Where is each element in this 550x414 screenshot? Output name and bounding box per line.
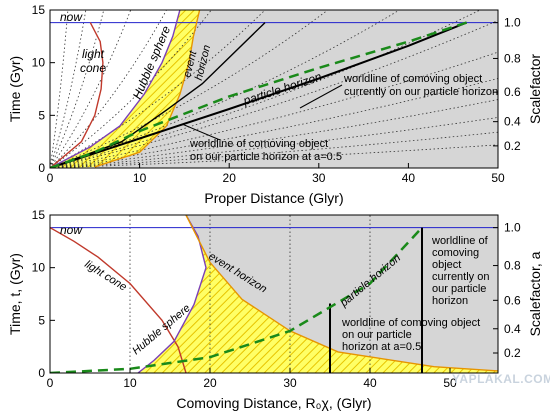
hubble-sphere-curve xyxy=(50,10,181,168)
y-axis-label: Time (Gyr) xyxy=(7,56,23,122)
event-horizon-curve xyxy=(94,10,201,168)
comoving-worldline xyxy=(50,10,212,168)
region-hubble-to-event xyxy=(138,215,498,373)
comoving-worldline xyxy=(50,51,498,168)
y-tick-label: 0 xyxy=(38,366,45,380)
y-tick-label: 10 xyxy=(32,261,46,275)
y2-tick-label: 0.4 xyxy=(504,115,521,129)
x-tick-label: 10 xyxy=(123,376,137,390)
y-tick-label: 15 xyxy=(32,208,46,222)
y-tick-label: 0 xyxy=(38,161,45,175)
axis-ticks: 0 10 20 30 40 50 0 5 10 15 0.2 0.4 0.6 0.8 1.0 xyxy=(32,3,521,185)
y2-tick-label: 0.8 xyxy=(504,51,521,65)
y2-tick-label: 0.6 xyxy=(504,293,521,307)
comoving-worldline xyxy=(50,10,400,168)
particle-horizon-curve xyxy=(50,21,467,168)
y-tick-label: 15 xyxy=(32,3,46,17)
y-tick-label: 10 xyxy=(32,56,46,70)
x-tick-label: 20 xyxy=(203,376,217,390)
worldline-half-label: worldline of comoving object on our parti… xyxy=(341,317,480,353)
comoving-worldline xyxy=(50,10,481,168)
x-tick-label: 50 xyxy=(491,171,505,185)
comoving-worldline xyxy=(50,117,498,168)
region-hubble-to-event xyxy=(50,10,200,168)
comoving-worldline xyxy=(50,144,498,168)
comoving-worldline xyxy=(50,131,498,168)
light-cone-curve xyxy=(50,22,104,168)
y-tick-label: 5 xyxy=(38,108,45,122)
x-tick-label: 30 xyxy=(283,376,297,390)
x-tick-label: 30 xyxy=(312,171,326,185)
region-beyond-event-horizon xyxy=(186,215,498,371)
comoving-worldline xyxy=(50,10,105,168)
now-label: now xyxy=(60,10,83,24)
y2-tick-label: 0.4 xyxy=(504,322,521,336)
y2-tick-label: 0.8 xyxy=(504,259,521,273)
comoving-worldline xyxy=(50,20,498,168)
x-tick-label: 0 xyxy=(47,171,54,185)
light-cone-curve xyxy=(50,226,187,373)
watermark: YAPLAKAL.COM xyxy=(452,372,550,386)
y2-tick-label: 0.2 xyxy=(504,346,521,360)
arrow-worldline-now xyxy=(299,84,343,109)
axis-ticks: 0 10 20 30 40 50 0 5 10 15 0.2 0.4 0.6 0.8 1.0 xyxy=(32,208,521,390)
y2-tick-label: 0.6 xyxy=(504,85,521,99)
plot-frame xyxy=(49,214,499,374)
x-axis-label: Proper Distance (Glyr) xyxy=(204,190,343,206)
x-tick-label: 40 xyxy=(402,171,416,185)
y2-tick-label: 1.0 xyxy=(504,221,521,235)
now-label: now xyxy=(60,223,83,237)
y2-tick-label: 1.0 xyxy=(504,16,521,30)
comoving-worldline xyxy=(50,10,266,168)
x-tick-label: 10 xyxy=(133,171,147,185)
arrow-worldline-half xyxy=(181,123,221,141)
x-tick-label: 0 xyxy=(47,376,54,390)
hubble-sphere-curve xyxy=(137,215,207,373)
light-cone-label: light cone xyxy=(80,47,106,75)
panel-proper-distance: 0 10 20 30 40 50 0 5 10 15 0.2 0.4 0.6 0.8 1.0 now lig… xyxy=(7,3,543,206)
worldline-half-label: worldline of comoving object on our parti… xyxy=(189,138,342,163)
plot-frame xyxy=(49,9,499,169)
x-tick-label: 20 xyxy=(223,171,237,185)
x-tick-label: 40 xyxy=(363,376,377,390)
y-tick-label: 5 xyxy=(38,313,45,327)
y-axis-label: Time, t, (Gyr) xyxy=(7,253,23,335)
x-tick-label: 50 xyxy=(443,376,457,390)
worldline-now-curve xyxy=(50,21,467,168)
worldline-now-label: worldline of comoving object currently on ou… xyxy=(431,235,489,307)
particle-horizon-curve xyxy=(50,226,423,373)
comoving-worldlines xyxy=(50,10,498,168)
y2-axis-label: Scalefactor, a xyxy=(527,251,543,336)
comoving-worldline xyxy=(50,10,87,168)
x-axis-label: Comoving Distance, R₀χ, (Glyr) xyxy=(176,395,371,411)
y2-tick-label: 0.2 xyxy=(504,139,521,153)
worldline-now-label: worldline of comoving object currently on… xyxy=(343,73,498,98)
y2-axis-label: Scalefactor xyxy=(527,54,543,124)
